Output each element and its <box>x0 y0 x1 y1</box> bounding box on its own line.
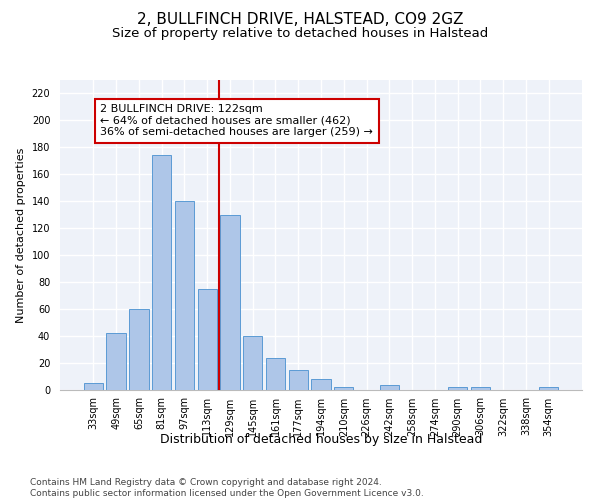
Bar <box>175 202 194 390</box>
Text: Distribution of detached houses by size in Halstead: Distribution of detached houses by size … <box>160 432 482 446</box>
Bar <box>84 384 103 390</box>
Bar <box>243 336 262 390</box>
Bar <box>266 358 285 390</box>
Bar <box>129 309 149 390</box>
Bar <box>539 388 558 390</box>
Bar <box>197 289 217 390</box>
Text: Size of property relative to detached houses in Halstead: Size of property relative to detached ho… <box>112 28 488 40</box>
Bar <box>448 388 467 390</box>
Text: 2, BULLFINCH DRIVE, HALSTEAD, CO9 2GZ: 2, BULLFINCH DRIVE, HALSTEAD, CO9 2GZ <box>137 12 463 28</box>
Y-axis label: Number of detached properties: Number of detached properties <box>16 148 26 322</box>
Bar <box>311 379 331 390</box>
Text: 2 BULLFINCH DRIVE: 122sqm
← 64% of detached houses are smaller (462)
36% of semi: 2 BULLFINCH DRIVE: 122sqm ← 64% of detac… <box>100 104 373 138</box>
Bar <box>334 388 353 390</box>
Bar <box>380 384 399 390</box>
Bar <box>106 334 126 390</box>
Bar <box>289 370 308 390</box>
Bar <box>152 156 172 390</box>
Bar <box>220 215 239 390</box>
Bar <box>470 388 490 390</box>
Text: Contains HM Land Registry data © Crown copyright and database right 2024.
Contai: Contains HM Land Registry data © Crown c… <box>30 478 424 498</box>
